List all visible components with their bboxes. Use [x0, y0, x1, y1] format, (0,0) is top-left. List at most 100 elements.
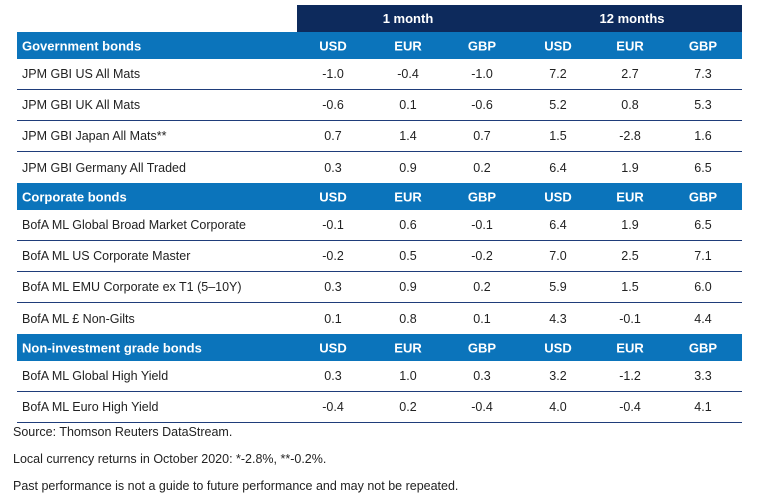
- return-value: 4.1: [694, 400, 712, 414]
- index-name: JPM GBI UK All Mats: [22, 98, 141, 112]
- return-value: 1.0: [399, 369, 417, 383]
- section-title: Corporate bonds: [22, 189, 127, 204]
- return-value: 2.7: [621, 67, 639, 81]
- index-name: BofA ML US Corporate Master: [22, 249, 191, 263]
- column-header: EUR: [394, 189, 422, 204]
- return-value: -0.4: [322, 400, 344, 414]
- return-value: 7.1: [694, 249, 712, 263]
- column-header: USD: [319, 340, 347, 355]
- column-header: USD: [544, 340, 572, 355]
- column-header: USD: [544, 189, 572, 204]
- return-value: 3.2: [549, 369, 567, 383]
- index-name: JPM GBI Germany All Traded: [22, 160, 186, 175]
- return-value: 6.5: [694, 218, 712, 232]
- return-value: -2.8: [619, 129, 641, 143]
- return-value: 0.1: [473, 311, 491, 326]
- return-value: 1.9: [621, 160, 639, 175]
- return-value: -1.0: [471, 67, 493, 81]
- column-header: GBP: [467, 189, 497, 204]
- column-header: GBP: [688, 340, 718, 355]
- return-value: -0.1: [471, 218, 493, 232]
- return-value: 0.3: [473, 369, 491, 383]
- local-currency-note: Local currency returns in October 2020: …: [13, 452, 327, 466]
- section-title: Non-investment grade bonds: [22, 340, 202, 355]
- table-row: JPM GBI US All Mats -1.0 -0.4 -1.0 7.2 2.7 7.3: [17, 59, 742, 90]
- return-value: 7.3: [694, 67, 712, 81]
- return-value: 7.2: [549, 67, 567, 81]
- return-value: -0.4: [471, 400, 493, 414]
- section-title: Government bonds: [22, 38, 142, 53]
- return-value: 6.4: [549, 218, 567, 232]
- source-note: Source: Thomson Reuters DataStream.: [13, 425, 233, 439]
- return-value: 0.9: [399, 160, 417, 175]
- table-row: BofA ML EMU Corporate ex T1 (5–10Y) 0.3 0.…: [17, 272, 742, 303]
- return-value: 5.2: [549, 98, 567, 112]
- return-value: 0.1: [399, 98, 417, 112]
- return-value: 0.6: [399, 218, 417, 232]
- return-value: 0.7: [324, 129, 342, 143]
- period-12-months: 12 months: [599, 11, 665, 26]
- return-value: 0.8: [399, 311, 417, 326]
- table-row: BofA ML Global Broad Market Corporate -0.…: [17, 210, 742, 241]
- return-value: 1.4: [399, 129, 417, 143]
- return-value: 2.5: [621, 249, 639, 263]
- index-name: JPM GBI Japan All Mats**: [22, 129, 167, 143]
- column-header: EUR: [394, 340, 422, 355]
- column-header: EUR: [616, 38, 644, 53]
- table-row: BofA ML £ Non-Gilts 0.1 0.8 0.1 4.3 -0.1 4.4: [17, 303, 742, 334]
- return-value: 1.5: [621, 280, 639, 294]
- table-row: JPM GBI Japan All Mats** 0.7 1.4 0.7 1.5 -2.8…: [17, 121, 742, 152]
- return-value: 4.3: [549, 311, 567, 326]
- column-header: EUR: [394, 38, 422, 53]
- return-value: -0.6: [471, 98, 493, 112]
- column-header: GBP: [467, 38, 497, 53]
- return-value: 0.3: [324, 369, 342, 383]
- index-name: BofA ML Global High Yield: [22, 369, 169, 383]
- return-value: 7.0: [549, 249, 567, 263]
- index-name: BofA ML EMU Corporate ex T1 (5–10Y): [22, 280, 242, 294]
- index-name: BofA ML Euro High Yield: [22, 400, 159, 414]
- return-value: 0.1: [324, 311, 342, 326]
- return-value: 0.3: [324, 280, 342, 294]
- returns-table: Government bonds USD EUR GBP USD EUR GBP JPM GB…: [17, 32, 742, 423]
- return-value: 0.2: [399, 400, 417, 414]
- return-value: 0.3: [324, 160, 342, 175]
- table-row: JPM GBI Germany All Traded 0.3 0.9 0.2 6.4 1.…: [17, 152, 742, 183]
- column-header: EUR: [616, 340, 644, 355]
- column-header: GBP: [688, 38, 718, 53]
- return-value: -0.6: [322, 98, 344, 112]
- return-value: -0.1: [619, 311, 641, 326]
- return-value: 6.5: [694, 160, 712, 175]
- return-value: 0.2: [473, 160, 491, 175]
- return-value: -0.2: [322, 249, 344, 263]
- column-header: USD: [544, 38, 572, 53]
- return-value: 5.9: [549, 280, 567, 294]
- return-value: 0.8: [621, 98, 639, 112]
- return-value: -0.4: [619, 400, 641, 414]
- return-value: 6.4: [549, 160, 567, 175]
- return-value: 0.9: [399, 280, 417, 294]
- period-header: 1 month 12 months: [297, 5, 742, 32]
- column-header: GBP: [467, 340, 497, 355]
- column-header: USD: [319, 189, 347, 204]
- return-value: 4.4: [694, 311, 712, 326]
- return-value: 0.2: [473, 280, 491, 294]
- section-header: Non-investment grade bonds USD EUR GBP USD EU…: [17, 334, 742, 361]
- index-name: BofA ML £ Non-Gilts: [22, 311, 135, 326]
- column-header: USD: [319, 38, 347, 53]
- table-row: BofA ML Euro High Yield -0.4 0.2 -0.4 4.0 -0.…: [17, 392, 742, 423]
- section-header: Corporate bonds USD EUR GBP USD EUR GBP: [17, 183, 742, 210]
- return-value: 5.3: [694, 98, 712, 112]
- table-row: BofA ML US Corporate Master -0.2 0.5 -0.2 7.…: [17, 241, 742, 272]
- return-value: 6.0: [694, 280, 712, 294]
- return-value: 0.7: [473, 129, 491, 143]
- return-value: 1.5: [549, 129, 567, 143]
- return-value: 0.5: [399, 249, 417, 263]
- period-1-month: 1 month: [382, 11, 434, 26]
- column-header: EUR: [616, 189, 644, 204]
- return-value: 4.0: [549, 400, 567, 414]
- section-header: Government bonds USD EUR GBP USD EUR GBP: [17, 32, 742, 59]
- column-header: GBP: [688, 189, 718, 204]
- return-value: -0.4: [397, 67, 419, 81]
- table-row: JPM GBI UK All Mats -0.6 0.1 -0.6 5.2 0.8 5.3: [17, 90, 742, 121]
